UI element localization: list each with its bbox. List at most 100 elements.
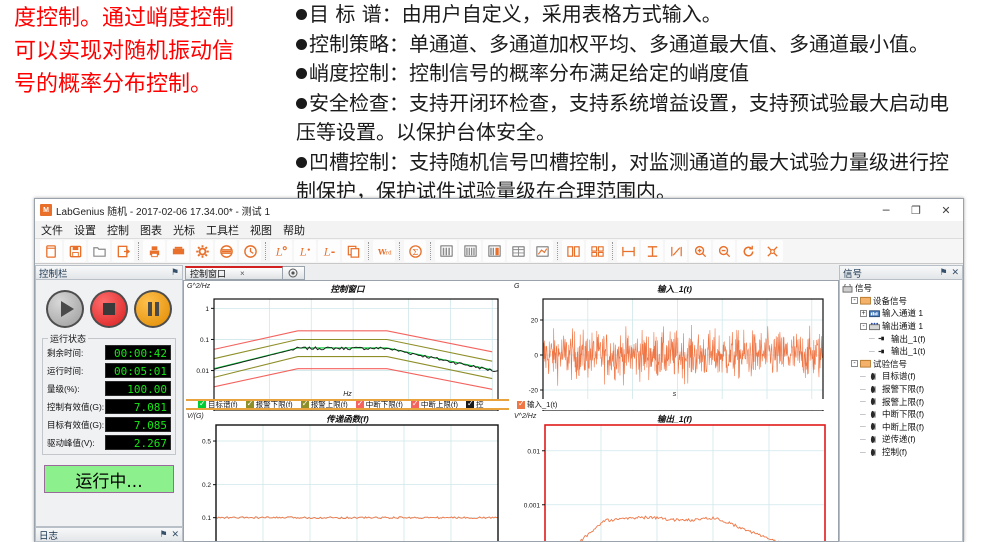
open-folder-icon[interactable] (88, 240, 110, 262)
tree-item[interactable]: ─ 控制(f) (860, 447, 908, 458)
limit-low-icon[interactable]: L (270, 240, 292, 262)
menu-item-设置[interactable]: 设置 (74, 224, 96, 237)
clock-icon[interactable] (239, 240, 261, 262)
legend-item[interactable]: 中断上限(f) (410, 401, 458, 408)
legend-checkbox[interactable] (355, 401, 364, 408)
legend-checkbox[interactable] (465, 401, 474, 408)
legend-checkbox[interactable] (410, 401, 419, 408)
tree-item[interactable]: - 设备信号 (842, 295, 960, 308)
legend-checkbox[interactable] (245, 401, 254, 408)
menu-item-图表[interactable]: 图表 (140, 224, 162, 237)
pin-icon[interactable]: ⚑ (170, 267, 179, 277)
tree-item[interactable]: ─ 逆传递(f) (860, 434, 916, 445)
tree-item[interactable]: 信号 (842, 282, 960, 295)
print-icon[interactable] (143, 240, 165, 262)
legend-item[interactable]: 输入_1(t) (517, 399, 557, 410)
chart1-legend[interactable]: 目标谱(f) 报警下限(f) 报警上限(f) 中断下限(f) 中断上限(f) 控 (186, 399, 509, 410)
control-panel-header: 控制栏 ⚑ (35, 265, 183, 280)
menu-item-视图[interactable]: 视图 (250, 224, 272, 237)
legend-item[interactable]: 报警上限(f) (300, 401, 348, 408)
tree-expander[interactable]: - (851, 297, 858, 305)
svg-text:L: L (322, 246, 330, 258)
tree-item[interactable]: - 输出通道 1 (842, 320, 960, 333)
pause-button[interactable] (134, 290, 172, 328)
save-icon[interactable] (64, 240, 86, 262)
reset-zoom-icon[interactable] (761, 240, 783, 262)
legend-item[interactable]: 中断下限(f) (355, 401, 403, 408)
tab-control-window[interactable]: 控制窗口 × (185, 266, 283, 280)
menu-item-工具栏[interactable]: 工具栏 (206, 224, 239, 237)
tree-item[interactable]: ─ 中断上限(f) (860, 421, 925, 432)
legend-checkbox[interactable] (198, 401, 206, 408)
tree-item[interactable]: + 输入通道 1 (842, 307, 960, 320)
tree-item[interactable]: - 试验信号 (842, 358, 960, 371)
log-close-icon[interactable]: ✕ (171, 529, 179, 539)
menu-item-帮助[interactable]: 帮助 (283, 224, 305, 237)
layout-2-panel-icon[interactable] (562, 240, 584, 262)
menu-item-文件[interactable]: 文件 (41, 224, 63, 237)
maximize-button[interactable]: ❐ (911, 203, 921, 217)
red-line: 号的概率分布控制。 (14, 72, 213, 97)
log-pin-icon[interactable]: ⚑ (159, 529, 168, 539)
zoom-out-icon[interactable] (713, 240, 735, 262)
tree-expander[interactable]: - (860, 322, 867, 330)
tab-close-icon[interactable]: × (240, 269, 245, 278)
chart-transfer-function[interactable]: V/(G) 传递函数(f) 0.50.20.10.05 (184, 411, 511, 541)
tree-item[interactable]: ─ 报警下限(f) (860, 384, 925, 395)
signal-close-icon[interactable]: ✕ (951, 267, 959, 277)
settings-gear-icon[interactable] (191, 240, 213, 262)
tree-item[interactable]: ─ 报警上限(f) (860, 396, 925, 407)
chart-input-1-time[interactable]: G 输入_1(t) 00.040.080.120.160.20.24-20020… (511, 281, 838, 411)
data-table-icon[interactable] (507, 240, 529, 262)
legend-item[interactable]: 目标谱(f) (198, 401, 238, 408)
tree-expander[interactable]: + (860, 309, 867, 317)
line-chart-icon[interactable] (531, 240, 553, 262)
bar-chart-3-icon[interactable] (483, 240, 505, 262)
status-row: 控制有效值(G): 7.081 (47, 399, 171, 414)
legend-item[interactable]: 控 (465, 401, 483, 408)
export-icon[interactable] (112, 240, 134, 262)
tree-item[interactable]: ─ 中断下限(f) (860, 409, 925, 420)
cursor-horizontal-icon[interactable] (617, 240, 639, 262)
signal-tree[interactable]: 信号 - 设备信号 + 输入通道 1 - 输出通道 1 ─ 输出_1(f) ─ 输出_1(t) - 试验… (839, 280, 963, 542)
chart2-legend[interactable]: 输入_1(t) (513, 399, 836, 410)
tab-overflow-icon[interactable] (283, 266, 305, 280)
cursor-vertical-icon[interactable] (641, 240, 663, 262)
layout-4-panel-icon[interactable] (586, 240, 608, 262)
spectrum-icon[interactable] (215, 240, 237, 262)
bar-chart-1-icon[interactable] (435, 240, 457, 262)
new-file-icon[interactable] (40, 240, 62, 262)
play-button[interactable] (46, 290, 84, 328)
svg-text:rd: rd (385, 250, 392, 256)
sigma-icon[interactable]: Σ (404, 240, 426, 262)
chart2-ylabel: G (514, 283, 520, 290)
tree-item[interactable]: ─ 目标谱(f) (860, 371, 916, 382)
chart-control-window[interactable]: G^2/Hz 控制窗口 20501002005001000200010.10.0… (184, 281, 511, 411)
slide-text-block: 度控制。通过峭度控制 可以实现对随机振动信 号的概率分布控制。 目 标 谱：由用户自… (0, 0, 1000, 203)
tree-item[interactable]: ─ 输出_1(f) (869, 333, 926, 344)
menu-item-控制[interactable]: 控制 (107, 224, 129, 237)
tree-expander[interactable]: - (851, 360, 858, 368)
tree-item[interactable]: ─ 输出_1(t) (869, 346, 926, 357)
copy-limits-icon[interactable] (342, 240, 364, 262)
cursor-diagonal-icon[interactable] (665, 240, 687, 262)
zoom-in-icon[interactable] (689, 240, 711, 262)
limit-mid-icon[interactable]: L (294, 240, 316, 262)
report-icon[interactable] (167, 240, 189, 262)
legend-item[interactable]: 报警下限(f) (245, 401, 293, 408)
chart-output-1-freq[interactable]: V^2/Hz 输出_1(f) 0.010.0010.0001 (511, 411, 838, 541)
toolbar-separator (430, 242, 431, 260)
close-button[interactable]: ✕ (941, 203, 951, 217)
menu-item-光标[interactable]: 光标 (173, 224, 195, 237)
legend-checkbox[interactable] (517, 399, 525, 409)
bar-chart-2-icon[interactable] (459, 240, 481, 262)
legend-checkbox[interactable] (300, 401, 309, 408)
limit-high-icon[interactable]: L (318, 240, 340, 262)
bullet-item: 安全检查：支持开闭环检查，支持系统增益设置，支持预试验最大启动电 (296, 89, 996, 119)
refresh-icon[interactable] (737, 240, 759, 262)
signal-pin-icon[interactable]: ⚑ (939, 267, 948, 277)
run-status-group: 运行状态 剩余时间: 00:00:42 运行时间: 00:05:01 量级(%): … (42, 332, 176, 455)
minimize-button[interactable]: ─ (882, 203, 890, 217)
stop-button[interactable] (90, 290, 128, 328)
